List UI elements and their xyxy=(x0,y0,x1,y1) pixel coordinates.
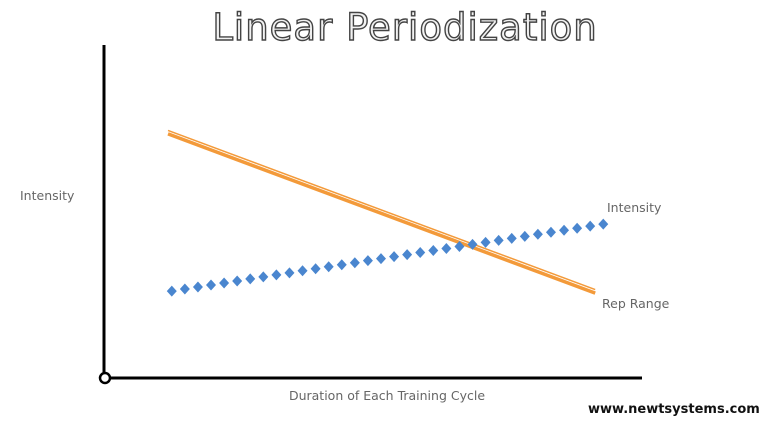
intensity-marker xyxy=(206,279,217,291)
intensity-marker xyxy=(402,249,413,261)
intensity-marker xyxy=(415,247,426,259)
y-axis-label: Intensity xyxy=(20,188,75,203)
intensity-marker xyxy=(258,271,269,283)
origin-marker xyxy=(98,371,112,385)
intensity-marker xyxy=(349,257,360,269)
intensity-marker xyxy=(559,224,570,236)
rep-range-line xyxy=(167,132,596,295)
intensity-marker xyxy=(284,267,295,279)
intensity-marker xyxy=(166,285,177,297)
intensity-marker xyxy=(192,281,203,293)
series-label-rep-range: Rep Range xyxy=(602,296,670,311)
intensity-marker xyxy=(336,259,347,271)
intensity-marker xyxy=(375,253,386,265)
intensity-marker xyxy=(598,218,609,230)
intensity-marker xyxy=(362,255,373,267)
intensity-marker xyxy=(179,283,190,295)
intensity-marker xyxy=(245,273,256,285)
series-label-intensity: Intensity xyxy=(607,200,662,215)
intensity-marker xyxy=(428,245,439,257)
intensity-marker xyxy=(572,222,583,234)
intensity-marker xyxy=(441,242,452,254)
intensity-marker xyxy=(271,269,282,281)
intensity-marker xyxy=(480,236,491,248)
rep-range-line-thin xyxy=(167,129,596,291)
intensity-marker xyxy=(219,277,230,289)
intensity-marker xyxy=(545,226,556,238)
intensity-marker xyxy=(389,251,400,263)
intensity-marker xyxy=(506,232,517,244)
watermark: www.newtsystems.com xyxy=(588,402,760,417)
intensity-marker xyxy=(493,234,504,246)
intensity-marker xyxy=(232,275,243,287)
x-axis-label: Duration of Each Training Cycle xyxy=(289,388,485,403)
intensity-marker xyxy=(297,265,308,277)
intensity-marker xyxy=(532,228,543,240)
intensity-marker xyxy=(519,230,530,242)
intensity-marker xyxy=(467,238,478,250)
chart-title: Linear Periodization xyxy=(212,5,598,49)
intensity-marker xyxy=(585,220,596,232)
intensity-marker xyxy=(454,240,465,252)
intensity-marker xyxy=(323,261,334,273)
intensity-marker xyxy=(310,263,321,275)
